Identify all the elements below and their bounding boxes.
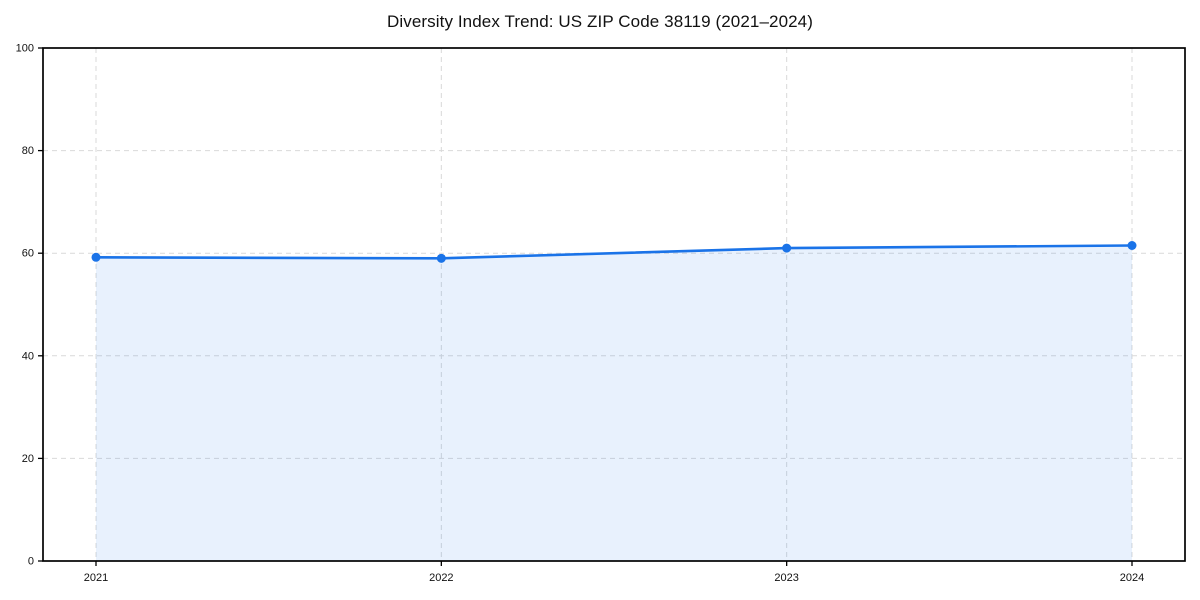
data-point-2021 bbox=[91, 252, 101, 262]
y-tick-label: 80 bbox=[22, 145, 34, 157]
x-tick-label: 2024 bbox=[1120, 572, 1144, 584]
data-point-2023 bbox=[782, 243, 792, 253]
y-tick-label: 20 bbox=[22, 453, 34, 465]
x-tick-label: 2023 bbox=[774, 572, 798, 584]
chart-title: Diversity Index Trend: US ZIP Code 38119… bbox=[386, 12, 814, 31]
y-tick-label: 40 bbox=[22, 350, 34, 362]
x-tick-label: 2022 bbox=[429, 572, 453, 584]
data-point-2024 bbox=[1127, 241, 1137, 251]
plot-border bbox=[42, 47, 1186, 562]
y-tick-label: 100 bbox=[16, 43, 34, 55]
x-tick-label: 2021 bbox=[84, 572, 108, 584]
data-point-2022 bbox=[436, 253, 446, 263]
trend-line bbox=[94, 244, 1134, 260]
area-fill bbox=[96, 245, 1132, 561]
y-tick-label: 60 bbox=[22, 248, 34, 260]
y-tick-label: 0 bbox=[28, 556, 34, 568]
